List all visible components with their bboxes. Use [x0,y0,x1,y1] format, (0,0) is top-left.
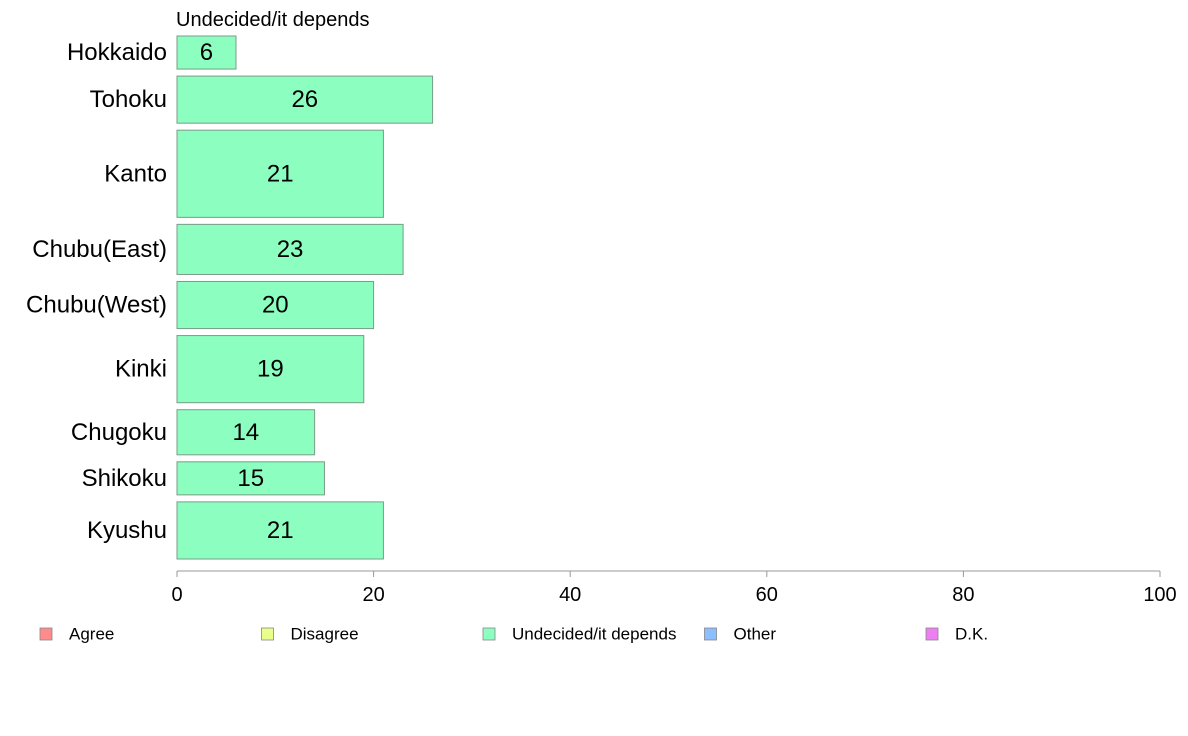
legend-label: Disagree [291,625,359,644]
legend: Agree Disagree Undecided/it depends Other D.… [39,625,988,644]
data-label: 19 [257,356,284,383]
bar-shikoku [176,461,325,496]
bar-kyushu [176,501,384,560]
bar-hokkaido [176,35,237,70]
bar-chubu-west [176,280,375,330]
data-label: 6 [200,39,213,66]
category-label: Kinki [115,356,167,383]
bar-chugoku [176,409,316,456]
chart-subtitle: Undecided/it depends [176,9,369,31]
bar-tohoku [176,75,434,124]
data-label: 20 [262,292,289,319]
x-tick-label: 100 [1143,584,1176,606]
category-label: Hokkaido [67,39,167,66]
legend-label: D.K. [955,625,988,644]
category-label: Kanto [104,160,167,187]
category-label: Kyushu [87,517,167,544]
legend-label: Agree [69,625,114,644]
x-tick-label: 20 [362,584,384,606]
bar-kinki [176,335,365,404]
x-tick-label: 60 [756,584,778,606]
category-label: Chubu(East) [32,236,167,263]
bar-chubu-east [176,223,404,275]
data-label: 14 [232,419,259,446]
bar-kanto [176,129,384,218]
legend-swatch [925,627,939,641]
x-axis: 0 20 40 60 80 100 [171,570,1177,606]
legend-label: Other [734,625,777,644]
data-label: 21 [267,160,294,187]
legend-label: Undecided/it depends [512,625,676,644]
category-label: Chubu(West) [26,292,167,319]
data-label: 15 [237,465,264,492]
data-label: 26 [291,86,318,113]
x-tick-label: 80 [952,584,974,606]
legend-swatch [704,627,717,641]
legend-swatch [482,627,496,641]
legend-swatch [261,627,274,641]
category-label: Chugoku [71,419,167,446]
bars-group: Hokkaido 6 Tohoku 26 Kanto 21 Chubu(East) 23 Chu… [26,35,434,560]
category-label: Shikoku [82,465,167,492]
category-label: Tohoku [90,86,167,113]
x-tick-label: 0 [171,584,182,606]
data-label: 21 [267,517,294,544]
x-tick-label: 40 [559,584,581,606]
legend-swatch [39,627,53,641]
data-label: 23 [277,236,304,263]
